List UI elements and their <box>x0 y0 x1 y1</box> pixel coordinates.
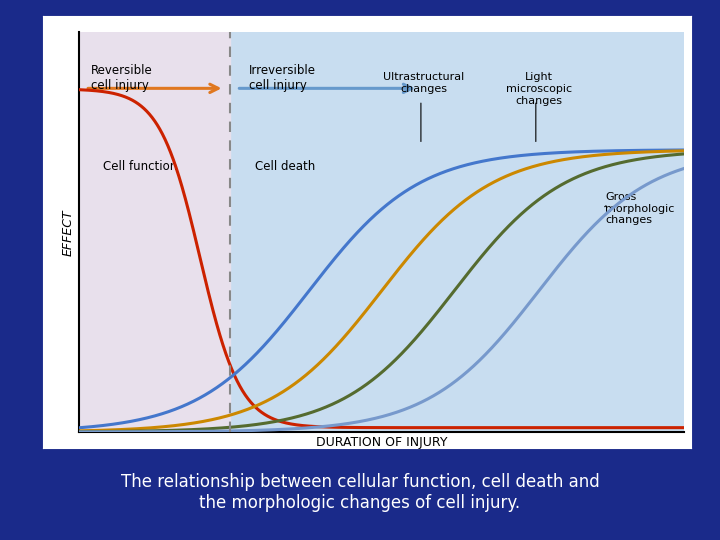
Text: Reversible
cell injury: Reversible cell injury <box>91 64 153 92</box>
Text: Irreversible
cell injury: Irreversible cell injury <box>248 64 315 92</box>
X-axis label: DURATION OF INJURY: DURATION OF INJURY <box>316 436 447 449</box>
Text: Ultrastructural
changes: Ultrastructural changes <box>383 72 464 94</box>
Bar <box>79 32 230 432</box>
Text: The relationship between cellular function, cell death and
the morphologic chang: The relationship between cellular functi… <box>121 473 599 512</box>
Text: Gross
morphologic
changes: Gross morphologic changes <box>606 192 675 225</box>
Text: Cell function: Cell function <box>104 160 178 173</box>
Text: Cell death: Cell death <box>255 160 315 173</box>
Y-axis label: EFFECT: EFFECT <box>62 209 75 255</box>
Text: Light
microscopic
changes: Light microscopic changes <box>505 72 572 105</box>
